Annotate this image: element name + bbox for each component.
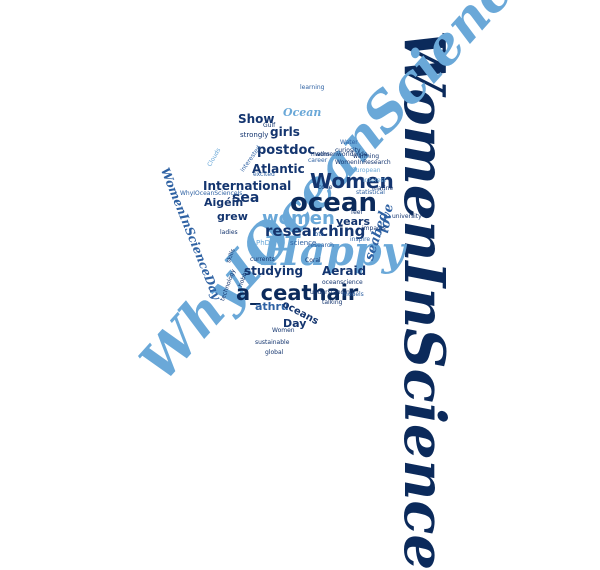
word-researching: researching (265, 222, 366, 240)
word-career: career (308, 157, 328, 164)
word-science: science (290, 239, 317, 247)
word-strongly: strongly (240, 131, 269, 139)
word-ladies: ladies (220, 229, 238, 236)
word-european: European (352, 167, 381, 174)
word-studying: studying (244, 264, 304, 278)
word-women-small2: Women (272, 327, 295, 334)
word-ocean-large: ocean (290, 188, 377, 218)
word-excited: excited (253, 171, 275, 178)
word-women-small: women (262, 208, 335, 229)
word-phd: PhD (256, 239, 271, 247)
word-gulf: Gulf (263, 122, 276, 129)
word-atlantic: Atlantic (252, 162, 305, 176)
word-international: International (203, 179, 292, 193)
word-feel: feel (351, 209, 363, 216)
word-global: global (265, 349, 284, 356)
word-code: code (318, 184, 333, 191)
word-models: models (342, 291, 364, 298)
word-water: Water (340, 139, 358, 146)
word-university: university (392, 213, 422, 220)
word-cloud: WomenInScience WhyIOceanScience Happy oc… (128, 0, 546, 570)
word-aeraid: Aeraid (322, 264, 367, 278)
word-womenworldwide: womenworldwide (315, 151, 368, 158)
word-show: Show (238, 112, 275, 126)
word-happy: Happy (262, 228, 405, 275)
word-maths: maths (311, 151, 330, 158)
word-sustainable: sustainable (255, 339, 290, 346)
word-years: years (336, 215, 371, 228)
word-talking: talking (322, 299, 343, 306)
word-statistical: statistical (356, 189, 385, 196)
word-learning: learning (300, 84, 325, 91)
word-grew: grew (217, 210, 248, 223)
word-athru: athru (255, 300, 289, 313)
word-coral: Coral (305, 257, 321, 264)
word-marine: marine (372, 185, 394, 192)
word-lots: lots (313, 231, 324, 238)
word-ocean-top: Ocean (283, 106, 322, 119)
word-aigein: Aigéin (204, 196, 244, 209)
word-a-ceathair: a_ceathair (236, 281, 359, 305)
word-curiosity: curiosity (335, 147, 361, 154)
word-postdoc: postdoc (257, 143, 316, 158)
word-sea: sea (232, 190, 260, 206)
word-women-large: Women (310, 169, 394, 193)
word-oceanscience: oceanscience (322, 279, 363, 286)
word-girls: girls (270, 125, 300, 139)
word-currents: currents (250, 256, 275, 263)
word-interest: interest (363, 177, 387, 184)
word-impacts: impacts (362, 225, 386, 232)
word-warming: warming (353, 153, 380, 160)
word-womeninresearch: WomenInResearch (335, 159, 391, 166)
word-whyioceanscience-small: WhyIOceanScienceIs (180, 190, 243, 197)
word-inspire: inspire (350, 236, 371, 243)
word-research: research (308, 242, 334, 249)
word-clouds: Clouds (206, 146, 223, 168)
word-day: Day (283, 317, 307, 330)
word-understanding: understanding (310, 289, 354, 296)
